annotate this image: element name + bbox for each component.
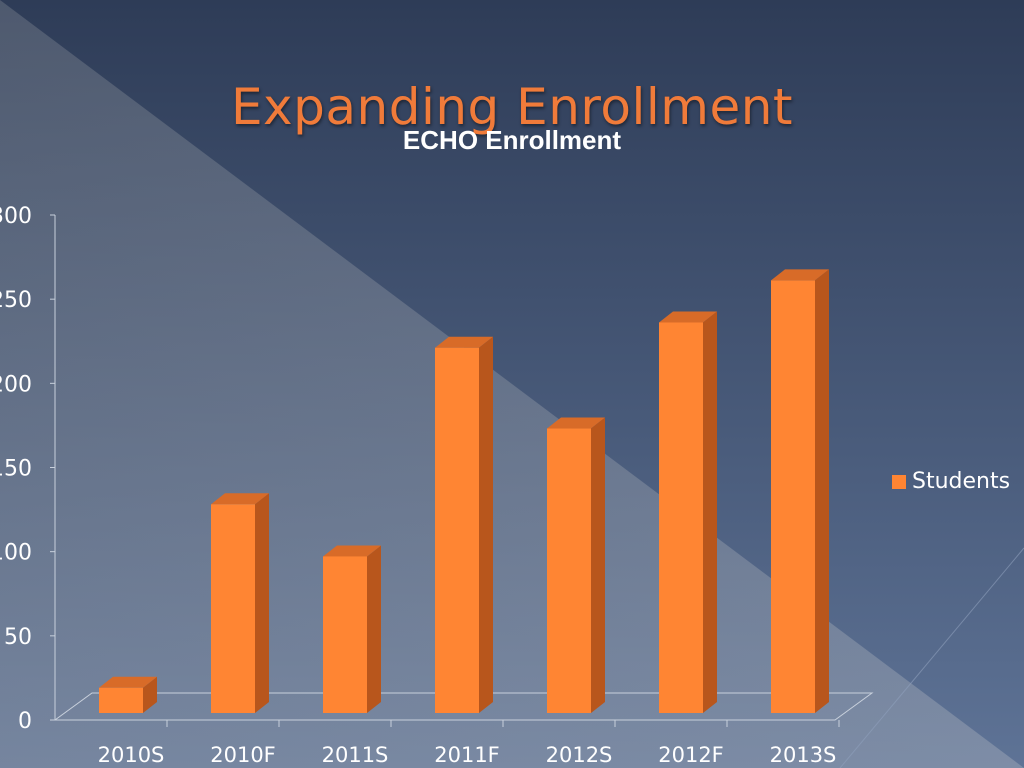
x-tick-label: 2012S: [546, 743, 613, 767]
x-tick-label: 2010F: [210, 743, 276, 767]
y-tick-label: 50: [4, 625, 32, 650]
slide-accent-line: [839, 547, 1024, 768]
bar-side: [367, 545, 381, 713]
y-tick-label: 150: [0, 457, 32, 482]
y-axis-ticks: 300 250 200 150 100 50 0: [0, 204, 55, 734]
bar-front: [99, 687, 143, 713]
y-tick-label: 0: [18, 709, 32, 734]
bar-top: [211, 493, 269, 505]
x-tick-label: 2011S: [322, 743, 389, 767]
x-tick-label: 2010S: [98, 743, 165, 767]
y-tick-label: 100: [0, 541, 32, 566]
enrollment-chart: 300250200150100500 2010S2010F2011S2011F2…: [0, 204, 874, 767]
bar-front: [435, 347, 479, 713]
legend-label-students: Students: [912, 469, 1011, 494]
slide-title: Expanding Enrollment: [230, 78, 794, 136]
bar-side: [703, 311, 717, 713]
bar-top: [99, 676, 157, 688]
chart-title: ECHO Enrollment: [402, 125, 622, 155]
y-tick-label: 200: [0, 372, 32, 397]
bar-2011f: [435, 336, 493, 713]
bar-side: [591, 417, 605, 713]
bar-front: [323, 556, 367, 713]
x-tick-label: 2012F: [658, 743, 724, 767]
bar-top: [323, 545, 381, 557]
x-axis-ticks: 2010S 2010F 2011S 2011F 2012S 2012F 2013S: [98, 720, 840, 767]
bar-front: [547, 428, 591, 713]
x-tick-label: 2011F: [434, 743, 500, 767]
bar-2013s: [771, 269, 829, 713]
bar-side: [815, 269, 829, 713]
bar-front: [659, 322, 703, 713]
chart-legend: Students: [892, 469, 1010, 494]
bar-side: [255, 493, 269, 713]
legend-swatch-students: [892, 474, 906, 489]
bar-front: [211, 504, 255, 713]
bar-top: [547, 417, 605, 429]
bar-side: [143, 676, 157, 713]
y-tick-label: 300: [0, 204, 32, 229]
bar-series-students: [99, 269, 829, 713]
bar-top: [771, 269, 829, 281]
bar-2012s: [547, 417, 605, 713]
x-tick-label: 2013S: [770, 743, 837, 767]
bar-2010f: [211, 493, 269, 713]
bar-side: [479, 336, 493, 713]
bar-2010s: [99, 676, 157, 713]
y-tick-label: 250: [0, 288, 32, 313]
bar-front: [771, 280, 815, 713]
bar-top: [435, 336, 493, 348]
bar-top: [659, 311, 717, 323]
bar-2011s: [323, 545, 381, 713]
bar-2012f: [659, 311, 717, 713]
